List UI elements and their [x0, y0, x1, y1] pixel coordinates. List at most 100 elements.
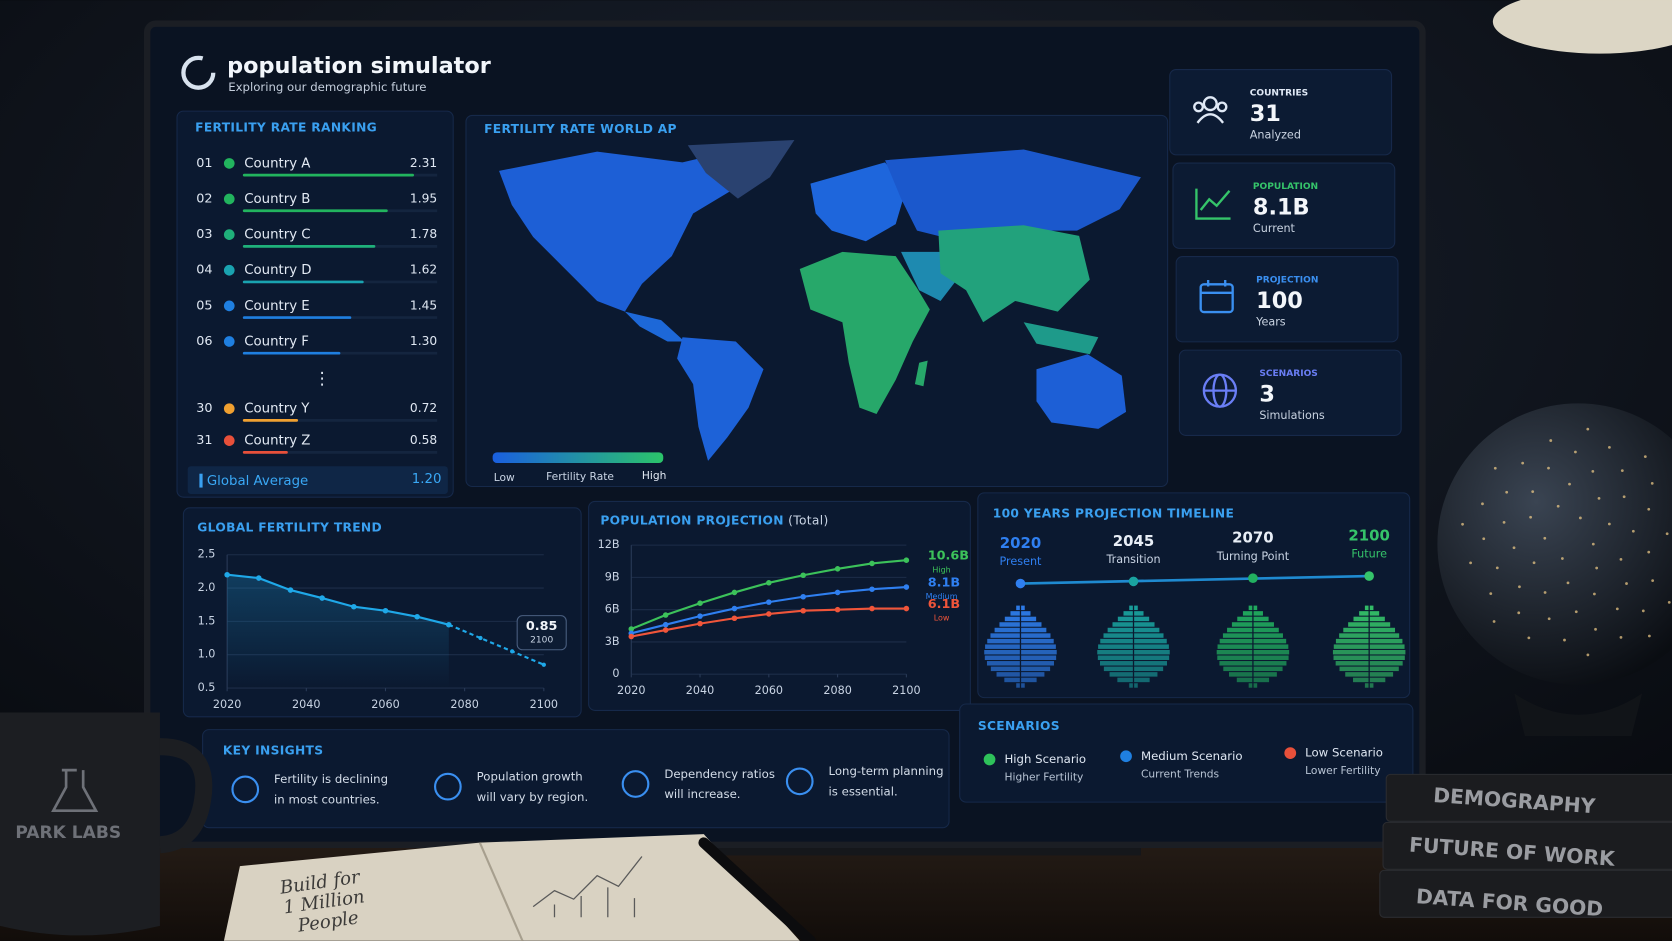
- stat-label: COUNTRIES: [1250, 89, 1308, 99]
- insight-icon: [433, 772, 462, 801]
- city-light: [1625, 582, 1628, 585]
- timeline-label: Turning Point: [1216, 550, 1290, 563]
- city-light: [1619, 557, 1623, 561]
- x-tick-label: 2020: [617, 684, 645, 697]
- average-accent: [199, 473, 203, 488]
- projection-panel: [588, 500, 971, 711]
- series-name: Medium: [926, 592, 958, 601]
- y-tick-label: 9B: [605, 570, 620, 583]
- flask-icon: [51, 768, 99, 812]
- rank-value: 0.72: [410, 401, 437, 415]
- stat-value: 3: [1259, 381, 1275, 407]
- stat-label: SCENARIOS: [1259, 369, 1317, 379]
- insight-text: in most countries.: [274, 792, 380, 806]
- rank-dot: [223, 193, 235, 205]
- rank-value: 1.62: [410, 263, 437, 277]
- city-light: [1493, 466, 1497, 470]
- point: [834, 566, 841, 572]
- city-light: [1543, 536, 1547, 540]
- city-light: [1597, 496, 1601, 500]
- ranking-panel: [176, 110, 454, 498]
- icon: [1199, 283, 1234, 314]
- scenario-sub: Lower Fertility: [1305, 764, 1380, 777]
- region: [1036, 354, 1127, 429]
- x-tick-label: 2080: [450, 698, 478, 711]
- city-light: [1531, 490, 1535, 494]
- y-tick-label: 0: [612, 667, 619, 680]
- point: [628, 633, 635, 640]
- insight-text: will vary by region.: [477, 790, 589, 804]
- region: [885, 149, 1141, 242]
- insight-text: is essential.: [829, 784, 898, 798]
- point: [766, 580, 772, 586]
- rank: 03: [196, 227, 212, 242]
- legend-low: Low: [494, 471, 515, 484]
- timeline-dot: [1248, 573, 1258, 583]
- line: [448, 623, 545, 666]
- globe: [1437, 403, 1672, 685]
- book: [1379, 869, 1672, 918]
- ranking-title: FERTILITY RATE RANKING: [195, 121, 377, 135]
- insight-text: Long-term planning: [829, 764, 944, 778]
- rank-value: 1.78: [410, 227, 437, 241]
- point: [869, 605, 875, 612]
- city-light: [1532, 561, 1536, 565]
- city-light: [1547, 617, 1551, 621]
- point: [731, 605, 738, 612]
- region: [1023, 322, 1099, 355]
- timeline-title: 100 YEARS PROJECTION TIMELINE: [993, 507, 1234, 521]
- book: [1385, 773, 1672, 822]
- stat-sub: Simulations: [1259, 409, 1325, 422]
- city-light: [1512, 546, 1516, 550]
- country-name: Country B: [244, 192, 310, 207]
- trend-title: GLOBAL FERTILITY TREND: [197, 521, 382, 535]
- y-tick-label: 12B: [598, 538, 620, 551]
- rank-dot: [223, 264, 235, 276]
- city-light: [1641, 609, 1645, 613]
- city-light: [1591, 469, 1595, 473]
- projection-subtitle: (Total): [788, 513, 828, 527]
- city-light: [1543, 591, 1547, 594]
- point: [697, 613, 703, 619]
- country-name: Country A: [244, 156, 310, 171]
- city-light: [1549, 439, 1553, 442]
- city-light: [1481, 502, 1484, 506]
- timeline-year: 2100: [1348, 527, 1390, 545]
- point: [414, 613, 420, 620]
- city-light: [1620, 469, 1624, 473]
- city-light: [1579, 516, 1582, 520]
- projection-title-main: POPULATION PROJECTION: [600, 513, 784, 527]
- series-name: Low: [934, 614, 950, 623]
- scenario-name: High Scenario: [1004, 752, 1086, 766]
- stat-value: 31: [1250, 101, 1281, 127]
- scenarios-panel: [959, 703, 1414, 803]
- insight-text: will increase.: [664, 787, 740, 801]
- city-light: [1566, 581, 1570, 585]
- insight-icon: [231, 775, 260, 804]
- country-name: Country F: [244, 334, 309, 349]
- city-light: [1574, 450, 1577, 454]
- x-tick-label: 2100: [530, 698, 558, 711]
- stat-sub: Current: [1253, 222, 1296, 235]
- timeline-year: 2045: [1113, 532, 1155, 550]
- city-light: [1608, 446, 1611, 449]
- city-light: [1521, 461, 1525, 465]
- stat-card: [1175, 256, 1399, 343]
- y-tick-label: 3B: [605, 635, 620, 648]
- point: [662, 612, 669, 618]
- point: [869, 586, 875, 592]
- y-tick-label: 2.5: [198, 548, 216, 561]
- city-light: [1482, 537, 1486, 541]
- stat-value: 8.1B: [1253, 194, 1310, 220]
- city-light: [1619, 636, 1623, 639]
- projection-title: POPULATION PROJECTION (Total): [600, 513, 828, 527]
- city-light: [1631, 529, 1635, 533]
- city-light: [1647, 634, 1651, 638]
- stat-card: [1169, 69, 1393, 156]
- callout-year: 2100: [530, 636, 553, 646]
- icon: [1216, 101, 1228, 113]
- point: [731, 589, 738, 596]
- country-name: Country C: [244, 228, 310, 243]
- insight-text: Population growth: [477, 770, 583, 784]
- point: [834, 606, 841, 613]
